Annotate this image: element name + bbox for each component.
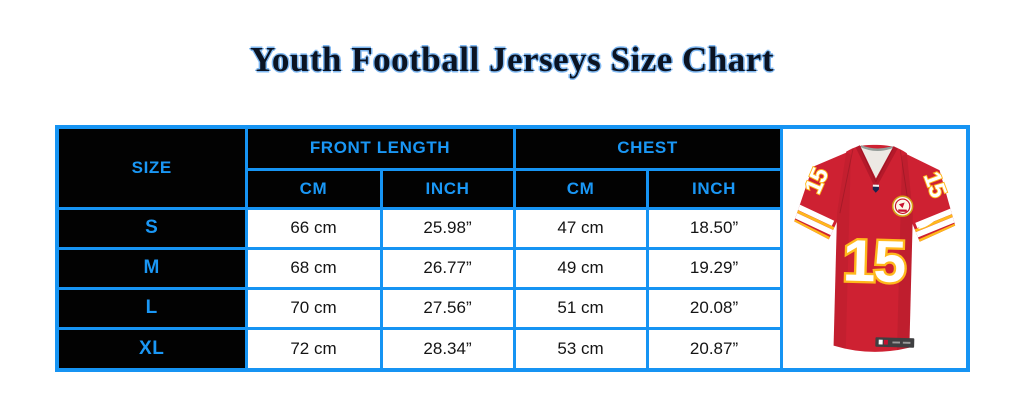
nfl-shield-icon (873, 184, 880, 193)
size-cell: S (55, 206, 248, 250)
header-row-groups: SIZE FRONT LENGTH CHEST (55, 125, 970, 372)
jersey-image-cell: 15 15 15 (779, 125, 970, 372)
front-inch-cell: 26.77” (379, 246, 516, 290)
collar-back-strip (860, 144, 894, 152)
chest-cm-cell: 49 cm (512, 246, 649, 290)
chest-inch-cell: 20.87” (645, 326, 783, 372)
unit-front-inch: INCH (379, 167, 516, 210)
table-row-xl: XL 72 cm 28.34” 53 cm 20.87” (55, 326, 968, 372)
size-cell: L (55, 286, 248, 330)
front-inch-cell: 27.56” (379, 286, 516, 330)
collar-opening (858, 145, 895, 184)
jersey-image: 15 15 15 (794, 144, 958, 352)
front-cm-cell: 66 cm (244, 206, 383, 250)
table-row-l: L 70 cm 27.56” 51 cm 20.08” (55, 286, 968, 330)
jersey-body (833, 144, 914, 352)
unit-chest-cm: CM (512, 167, 649, 210)
header-chest: CHEST (512, 125, 783, 171)
front-cm-cell: 72 cm (244, 326, 383, 372)
size-cell: XL (55, 326, 248, 372)
unit-front-cm: CM (244, 167, 383, 210)
collar-trim (855, 144, 898, 185)
team-patch-icon (892, 195, 914, 217)
chest-inch-cell: 18.50” (645, 206, 783, 250)
table-row-s: S 66 cm 25.98” 47 cm 18.50” (55, 206, 968, 250)
chest-inch-cell: 20.08” (645, 286, 783, 330)
size-cell: M (55, 246, 248, 290)
chest-cm-cell: 53 cm (512, 326, 649, 372)
chest-cm-cell: 51 cm (512, 286, 649, 330)
header-front-length: FRONT LENGTH (244, 125, 516, 171)
table-row-m: M 68 cm 26.77” 49 cm 19.29” (55, 246, 968, 290)
chest-inch-cell: 19.29” (645, 246, 783, 290)
nike-swoosh-icon (918, 217, 938, 229)
page-title: Youth Football Jerseys Size Chart (250, 40, 774, 79)
header-size: SIZE (55, 125, 248, 210)
unit-chest-inch: INCH (645, 167, 783, 210)
chest-cm-cell: 47 cm (512, 206, 649, 250)
jock-tag (875, 336, 915, 348)
front-cm-cell: 70 cm (244, 286, 383, 330)
size-chart-table: SIZE FRONT LENGTH CHEST (55, 125, 971, 372)
front-inch-cell: 28.34” (379, 326, 516, 372)
jersey-number: 15 (842, 228, 906, 295)
header-row-units: CM INCH CM INCH (57, 167, 968, 210)
front-cm-cell: 68 cm (244, 246, 383, 290)
front-inch-cell: 25.98” (379, 206, 516, 250)
